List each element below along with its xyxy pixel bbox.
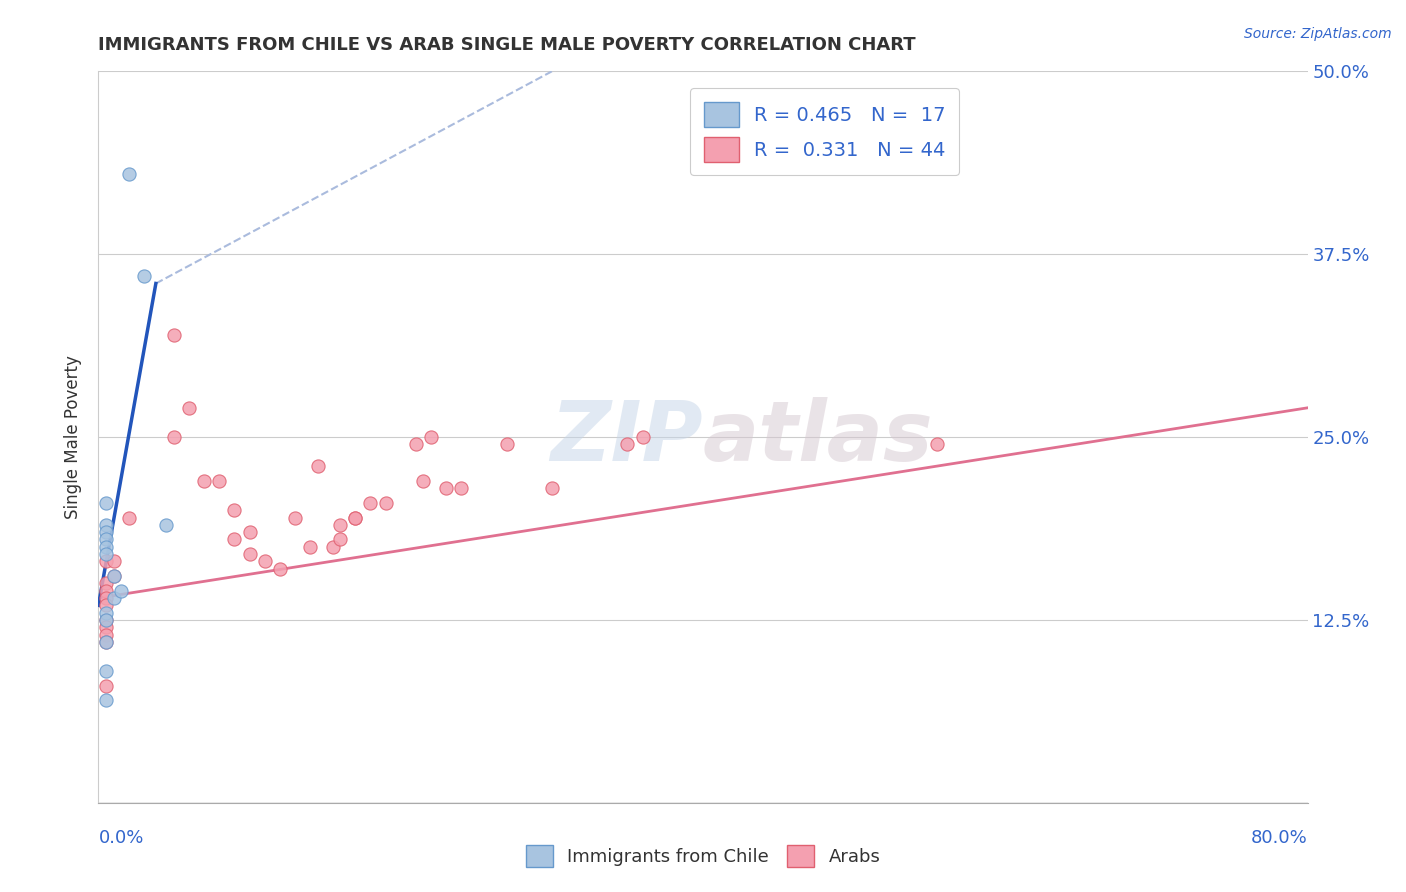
Point [344, 510, 367, 524]
Point [94, 613, 117, 627]
Point [374, 496, 396, 510]
Point [434, 481, 457, 495]
Text: 80.0%: 80.0% [1251, 829, 1308, 847]
Y-axis label: Single Male Poverty: Single Male Poverty [65, 355, 83, 519]
Point [103, 569, 125, 583]
Point [94, 613, 117, 627]
Point [94, 554, 117, 568]
Point [118, 167, 141, 181]
Point [450, 481, 472, 495]
Legend: Immigrants from Chile, Arabs: Immigrants from Chile, Arabs [519, 838, 887, 874]
Point [360, 496, 382, 510]
Point [94, 627, 117, 641]
Point [193, 474, 215, 488]
Point [179, 401, 201, 415]
Point [322, 540, 344, 554]
Point [103, 554, 125, 568]
Point [110, 583, 132, 598]
Point [103, 569, 125, 583]
Point [94, 583, 117, 598]
Point [94, 540, 117, 554]
Point [616, 437, 638, 451]
Point [224, 503, 246, 517]
Point [329, 517, 352, 532]
Text: IMMIGRANTS FROM CHILE VS ARAB SINGLE MALE POVERTY CORRELATION CHART: IMMIGRANTS FROM CHILE VS ARAB SINGLE MAL… [98, 36, 917, 54]
Point [94, 635, 117, 649]
Text: atlas: atlas [703, 397, 934, 477]
Point [94, 679, 117, 693]
Point [94, 525, 117, 540]
Point [631, 430, 654, 444]
Point [344, 510, 367, 524]
Point [155, 517, 177, 532]
Point [94, 576, 117, 591]
Point [163, 430, 186, 444]
Point [94, 620, 117, 634]
Point [307, 459, 329, 474]
Point [284, 510, 307, 524]
Point [269, 562, 291, 576]
Text: ZIP: ZIP [550, 397, 703, 477]
Point [94, 664, 117, 678]
Point [163, 327, 186, 342]
Point [224, 533, 246, 547]
Point [94, 591, 117, 605]
Point [420, 430, 443, 444]
Point [94, 599, 117, 613]
Point [329, 533, 352, 547]
Text: 0.0%: 0.0% [98, 829, 143, 847]
Point [405, 437, 427, 451]
Point [540, 481, 562, 495]
Point [103, 591, 125, 605]
Point [927, 437, 949, 451]
Point [94, 517, 117, 532]
Point [118, 510, 141, 524]
Point [94, 533, 117, 547]
Legend: R = 0.465   N =  17, R =  0.331   N = 44: R = 0.465 N = 17, R = 0.331 N = 44 [690, 88, 959, 176]
Point [239, 547, 262, 561]
Point [495, 437, 517, 451]
Point [132, 269, 155, 284]
Point [239, 525, 262, 540]
Point [94, 496, 117, 510]
Point [412, 474, 434, 488]
Point [94, 693, 117, 707]
Text: Source: ZipAtlas.com: Source: ZipAtlas.com [1244, 27, 1392, 41]
Point [208, 474, 231, 488]
Point [94, 635, 117, 649]
Point [299, 540, 322, 554]
Point [253, 554, 276, 568]
Point [94, 547, 117, 561]
Point [94, 606, 117, 620]
